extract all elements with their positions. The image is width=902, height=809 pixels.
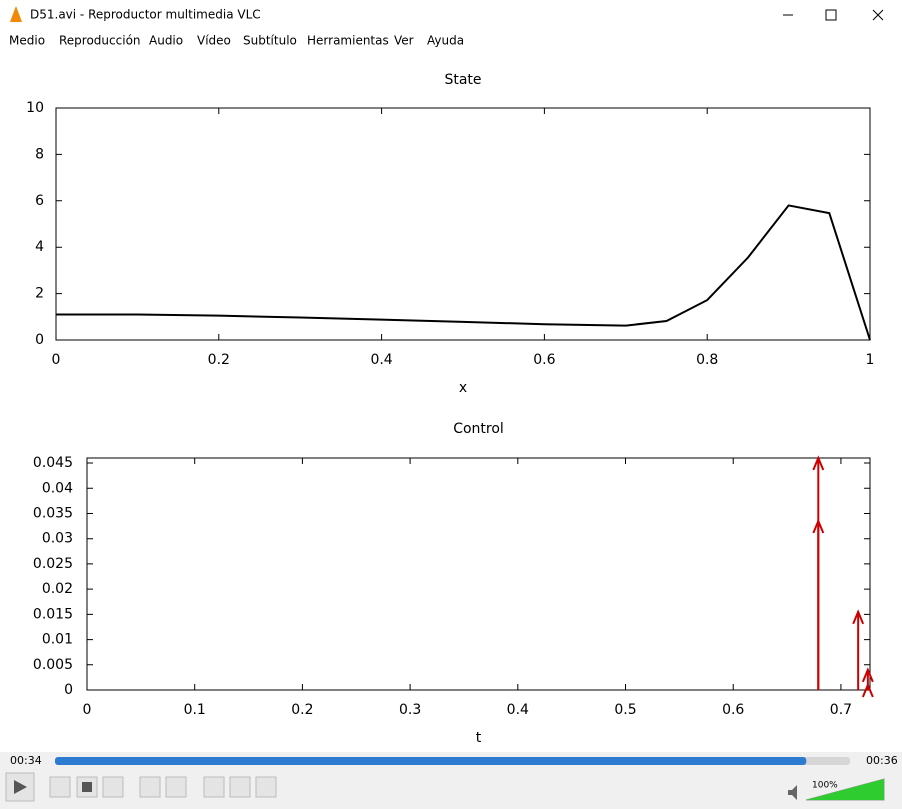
playlist-button[interactable] xyxy=(203,776,225,798)
y-tick-label: 8 xyxy=(35,146,44,162)
x-tick-label: 0 xyxy=(52,352,61,368)
window-title: D51.avi - Reproductor multimedia VLC xyxy=(30,8,261,22)
controls xyxy=(5,772,885,802)
menu-item[interactable]: Reproducción xyxy=(59,34,141,48)
menu-item[interactable]: Subtítulo xyxy=(243,34,297,48)
x-tick-label: 1 xyxy=(866,352,875,368)
title-bar-bg xyxy=(0,0,902,52)
x-tick-label: 0.4 xyxy=(370,352,392,368)
menu-item[interactable]: Herramientas xyxy=(307,34,389,48)
menu-item[interactable]: Vídeo xyxy=(197,34,231,48)
arrow-head xyxy=(812,455,825,471)
y-tick-label: 0 xyxy=(64,682,73,698)
y-tick-label: 0.045 xyxy=(33,455,73,471)
x-tick-label: 0.3 xyxy=(399,702,421,718)
maximize-button[interactable] xyxy=(825,9,837,21)
y-tick-label: 0 xyxy=(35,332,44,348)
volume-level xyxy=(806,779,884,800)
menu-bar: Medio Reproducción Audio Vídeo Subtítulo Herr… xyxy=(9,34,464,48)
x-tick-label: 0.5 xyxy=(614,702,636,718)
volume-label: 100% xyxy=(812,781,838,791)
x-tick-label: 0.6 xyxy=(533,352,555,368)
y-tick-label: 0.025 xyxy=(33,556,73,572)
y-tick-label: 10 xyxy=(26,100,44,116)
previous-button[interactable] xyxy=(49,776,71,798)
y-tick-label: 0.01 xyxy=(42,632,73,648)
menu-item[interactable]: Audio xyxy=(149,34,183,48)
y-tick-label: 2 xyxy=(35,286,44,302)
charts: State x 0 2 4 6 8 10 0 0.2 0.4 0.6 0.8 1 Control t 0 0.00… xyxy=(26,72,874,746)
arrow-head xyxy=(861,667,874,683)
shuffle-button[interactable] xyxy=(255,776,277,798)
menu-item[interactable]: Ver xyxy=(394,34,414,48)
y-tick-label: 0.035 xyxy=(33,505,73,521)
x-tick-label: 0.2 xyxy=(291,702,313,718)
plot-frame xyxy=(86,457,871,691)
arrow-head xyxy=(812,518,825,534)
y-tick-label: 0.04 xyxy=(42,480,73,496)
elapsed-time: 00:34 xyxy=(10,754,42,767)
menu-item[interactable]: Medio xyxy=(9,34,45,48)
y-tick-label: 0.005 xyxy=(33,657,73,673)
next-button[interactable] xyxy=(102,776,124,798)
speaker-icon[interactable] xyxy=(788,785,797,800)
x-tick-label: 0.1 xyxy=(184,702,206,718)
x-tick-label: 0.6 xyxy=(722,702,744,718)
app-icon xyxy=(10,6,22,22)
fullscreen-button[interactable] xyxy=(139,776,161,798)
video-area xyxy=(0,52,902,752)
y-tick-label: 0.015 xyxy=(33,606,73,622)
arrow-head xyxy=(861,682,874,698)
close-button[interactable] xyxy=(872,9,884,21)
x-tick-label: 0.8 xyxy=(696,352,718,368)
y-tick-label: 6 xyxy=(35,193,44,209)
total-time: 00:36 xyxy=(866,754,898,767)
plot-frame xyxy=(55,107,871,341)
y-tick-label: 4 xyxy=(35,239,44,255)
seek-progress xyxy=(55,757,807,765)
chart-title: Control xyxy=(453,421,504,437)
y-tick-label: 0.02 xyxy=(42,581,73,597)
x-tick-label: 0.4 xyxy=(507,702,529,718)
x-tick-label: 0.7 xyxy=(830,702,852,718)
x-tick-label: 0.2 xyxy=(208,352,230,368)
x-axis-label: x xyxy=(459,380,467,396)
x-tick-label: 0 xyxy=(83,702,92,718)
y-tick-label: 0.03 xyxy=(42,531,73,547)
play-icon xyxy=(14,780,27,794)
loop-button[interactable] xyxy=(229,776,251,798)
chart-title: State xyxy=(444,72,481,88)
arrow-head xyxy=(852,609,865,625)
settings-button[interactable] xyxy=(165,776,187,798)
menu-item[interactable]: Ayuda xyxy=(427,34,464,48)
stop-icon xyxy=(82,782,92,792)
state-line xyxy=(56,204,871,341)
x-axis-label: t xyxy=(476,730,482,746)
